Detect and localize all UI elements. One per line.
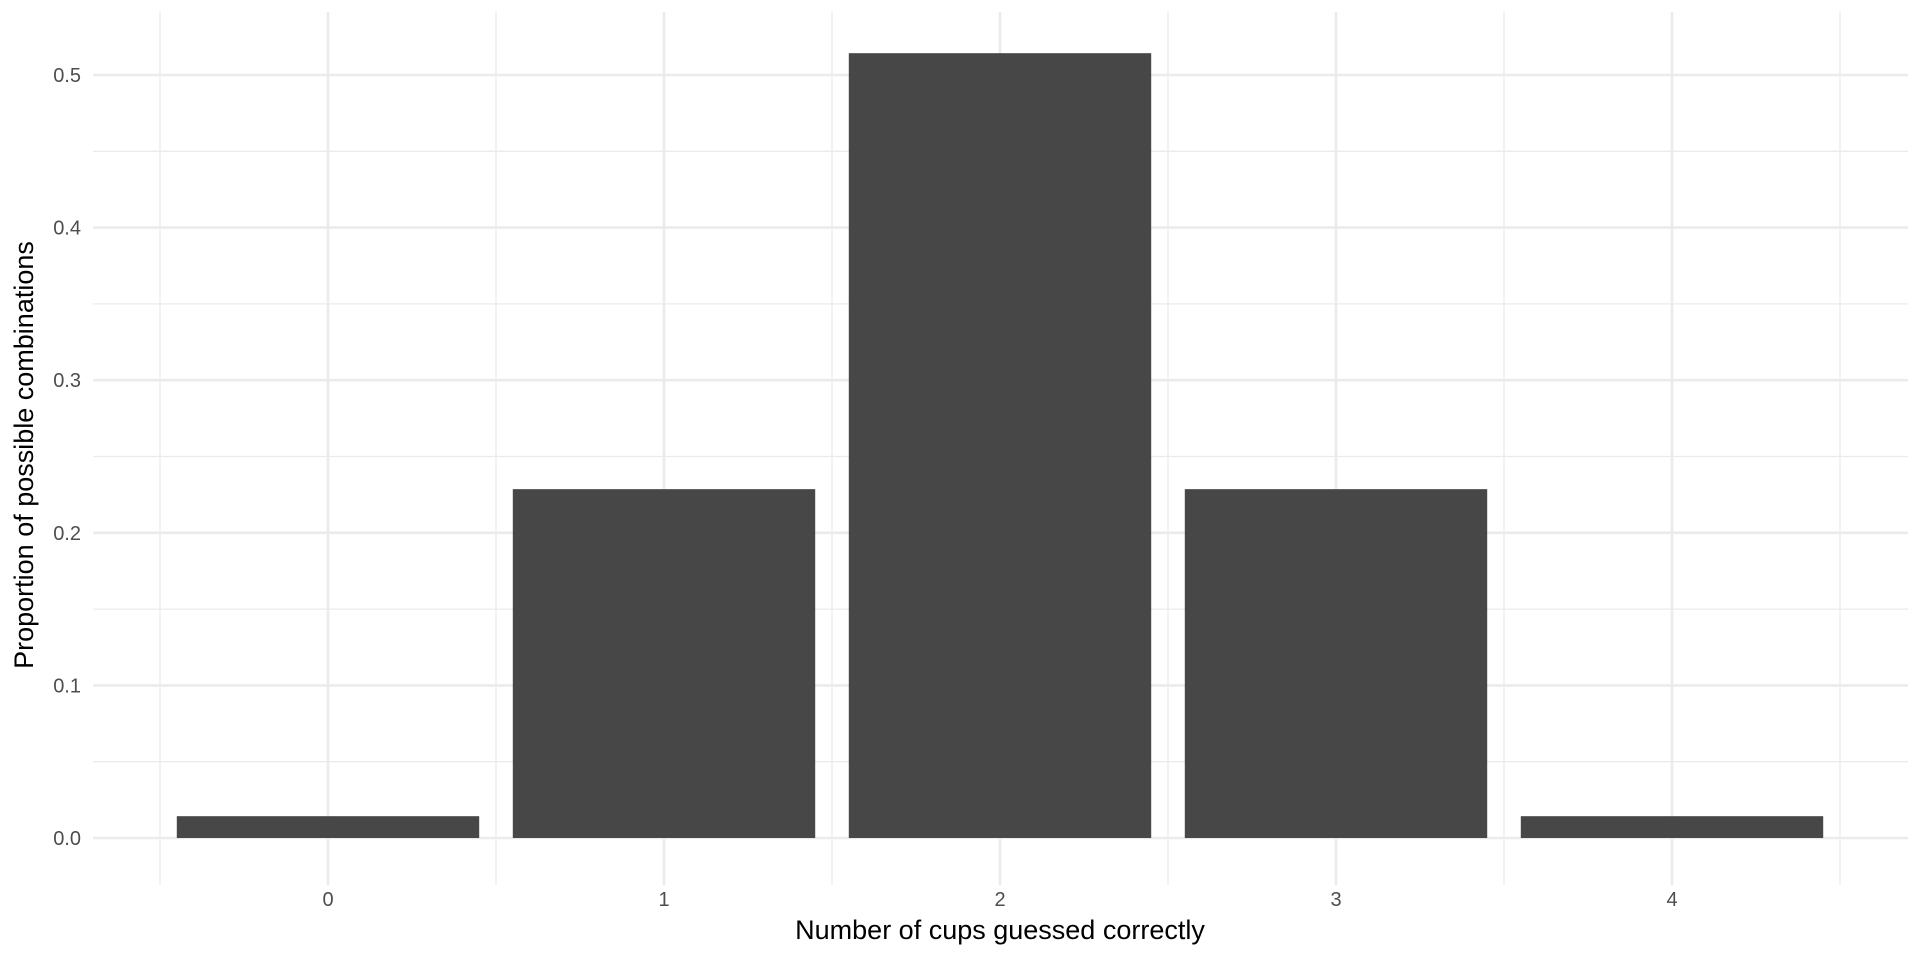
bar-2 — [848, 53, 1152, 838]
bars — [176, 53, 1824, 838]
x-tick-label: 0 — [322, 889, 333, 911]
y-tick-label: 0.2 — [53, 523, 81, 545]
y-axis-title: Proportion of possible combinations — [9, 241, 39, 669]
x-axis-title: Number of cups guessed correctly — [795, 915, 1205, 945]
y-tick-label: 0.4 — [53, 218, 81, 240]
bar-0 — [176, 816, 480, 838]
y-tick-label: 0.1 — [53, 675, 81, 697]
y-tick-label: 0.5 — [53, 65, 81, 87]
x-tick-label: 2 — [994, 889, 1005, 911]
x-tick-labels: 0 1 2 3 4 — [322, 889, 1677, 911]
bar-1 — [512, 489, 816, 838]
y-tick-label: 0.0 — [53, 828, 81, 850]
bar-3 — [1184, 489, 1488, 838]
x-tick-label: 3 — [1330, 889, 1341, 911]
bar-4 — [1520, 816, 1824, 838]
y-tick-labels: 0.0 0.1 0.2 0.3 0.4 0.5 — [53, 65, 81, 850]
x-tick-label: 4 — [1666, 889, 1677, 911]
x-tick-label: 1 — [658, 889, 669, 911]
y-tick-label: 0.3 — [53, 370, 81, 392]
